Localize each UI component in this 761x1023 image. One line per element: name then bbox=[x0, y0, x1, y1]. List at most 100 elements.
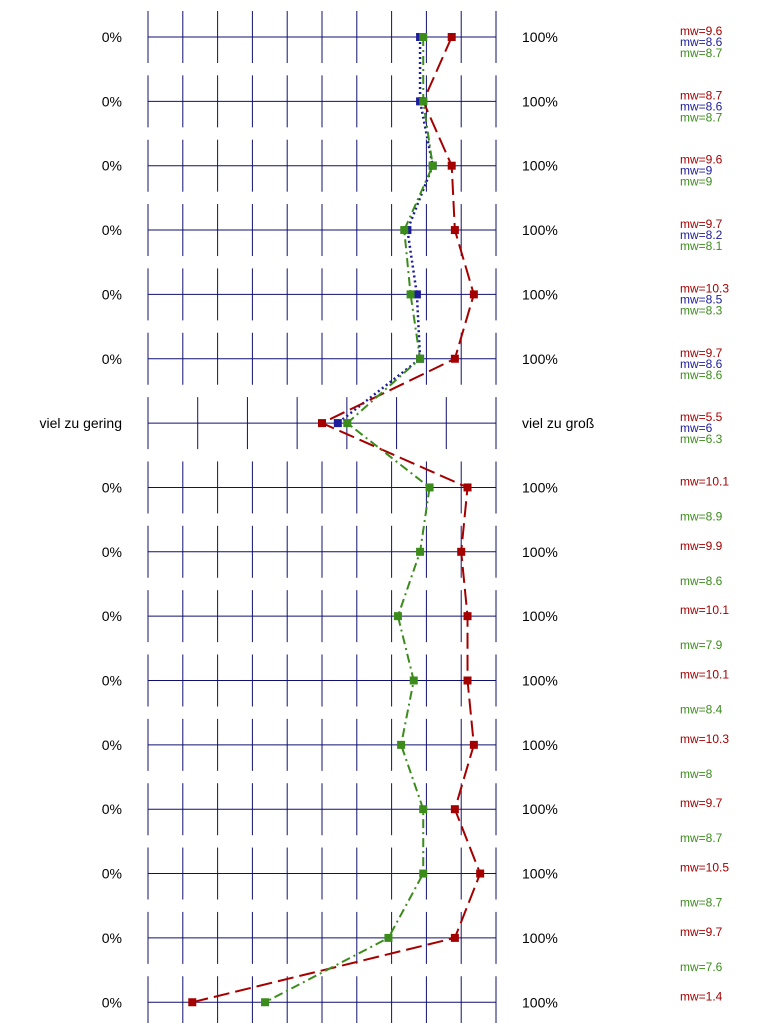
row-right-label: 100% bbox=[522, 158, 558, 174]
green-data-point bbox=[419, 869, 428, 878]
blue-mean-label: mw=8.6 bbox=[680, 99, 723, 113]
red-data-point bbox=[463, 676, 472, 685]
red-mean-label: mw=9.9 bbox=[680, 539, 723, 553]
row-left-label: 0% bbox=[102, 608, 122, 624]
red-data-point bbox=[447, 33, 456, 41]
row-left-label: 0% bbox=[102, 93, 122, 109]
green-mean-label: mw=7.9 bbox=[680, 638, 723, 652]
row-group bbox=[147, 525, 497, 578]
row-right-label: 100% bbox=[522, 866, 558, 882]
row-left-label: 0% bbox=[102, 737, 122, 753]
red-mean-label: mw=10.5 bbox=[680, 861, 729, 875]
green-mean-label: mw=8.6 bbox=[680, 368, 723, 382]
green-data-point bbox=[419, 33, 428, 41]
row-right-label: 100% bbox=[522, 930, 558, 946]
red-data-point bbox=[463, 612, 472, 621]
green-mean-label: mw=8 bbox=[680, 767, 713, 781]
red-data-point bbox=[447, 161, 456, 170]
row-right-label: 100% bbox=[522, 351, 558, 367]
row-right-label: 100% bbox=[522, 479, 558, 495]
grid-layer bbox=[147, 11, 497, 1023]
row-right-label: 100% bbox=[522, 286, 558, 302]
green-data-point bbox=[384, 933, 393, 942]
series-lines-layer bbox=[192, 36, 482, 1004]
red-mean-label: mw=10.3 bbox=[680, 281, 729, 295]
green-data-point bbox=[416, 354, 425, 363]
red-data-point bbox=[318, 419, 326, 428]
red-mean-label: mw=10.1 bbox=[680, 603, 729, 617]
row-left-label: 0% bbox=[102, 158, 122, 174]
row-right-label: viel zu groß bbox=[522, 415, 594, 431]
red-data-point bbox=[463, 483, 472, 492]
green-data-point bbox=[393, 612, 402, 621]
red-mean-label: mw=10.1 bbox=[680, 474, 729, 488]
row-group bbox=[147, 976, 497, 1023]
blue-mean-label: mw=8.5 bbox=[680, 292, 723, 306]
row-right-label: 100% bbox=[522, 608, 558, 624]
green-mean-label: mw=6.3 bbox=[680, 432, 723, 446]
red-data-point bbox=[457, 547, 466, 556]
row-left-label: viel zu gering bbox=[40, 415, 123, 431]
green-mean-label: mw=8.6 bbox=[680, 574, 723, 588]
green-data-point bbox=[400, 226, 409, 235]
green-data-point bbox=[406, 290, 415, 299]
red-mean-label: mw=10.1 bbox=[680, 668, 729, 682]
row-left-label: 0% bbox=[102, 351, 122, 367]
row-group bbox=[147, 847, 497, 900]
red-series-line bbox=[192, 36, 482, 1004]
row-right-label: 100% bbox=[522, 29, 558, 45]
green-data-point bbox=[419, 97, 428, 106]
row-right-label: 100% bbox=[522, 544, 558, 560]
green-mean-label: mw=9 bbox=[680, 175, 713, 189]
red-mean-label: mw=9.7 bbox=[680, 346, 723, 360]
row-left-label: 0% bbox=[102, 930, 122, 946]
row-group bbox=[147, 718, 497, 771]
blue-data-point bbox=[333, 419, 342, 428]
red-mean-label: mw=8.7 bbox=[680, 88, 723, 102]
red-data-point bbox=[188, 998, 197, 1007]
red-mean-label: mw=9.6 bbox=[680, 24, 723, 38]
row-group bbox=[147, 461, 497, 514]
green-data-point bbox=[397, 740, 406, 749]
row-right-label: 100% bbox=[522, 737, 558, 753]
row-left-label: 0% bbox=[102, 29, 122, 45]
green-data-point bbox=[416, 547, 425, 556]
row-right-label: 100% bbox=[522, 93, 558, 109]
row-right-label: 100% bbox=[522, 801, 558, 817]
green-series-line bbox=[264, 37, 434, 1004]
red-mean-label: mw=9.7 bbox=[680, 925, 723, 939]
row-left-label: 0% bbox=[102, 673, 122, 689]
row-left-label: 0% bbox=[102, 866, 122, 882]
green-data-point bbox=[409, 676, 418, 685]
green-data-point bbox=[261, 998, 270, 1007]
green-mean-label: mw=8.7 bbox=[680, 110, 723, 124]
row-group bbox=[147, 139, 497, 192]
red-data-point bbox=[450, 805, 459, 814]
blue-data-point bbox=[412, 290, 421, 299]
blue-mean-label: mw=8.6 bbox=[680, 35, 723, 49]
labels-layer: 0% 100% mw=9.6mw=8.6mw=8.70% 100% mw=8.7mw=8… bbox=[40, 24, 730, 1010]
green-mean-label: mw=8.7 bbox=[680, 896, 723, 910]
red-mean-label: mw=9.7 bbox=[680, 217, 723, 231]
row-left-label: 0% bbox=[102, 286, 122, 302]
row-group bbox=[147, 911, 497, 964]
red-mean-label: mw=9.7 bbox=[680, 796, 723, 810]
green-data-point bbox=[419, 805, 428, 814]
green-data-point bbox=[428, 161, 437, 170]
series-markers-layer bbox=[188, 33, 485, 1007]
row-group bbox=[147, 783, 497, 836]
green-mean-label: mw=8.3 bbox=[680, 303, 723, 317]
green-mean-label: mw=8.7 bbox=[680, 46, 723, 60]
red-data-point bbox=[469, 740, 478, 749]
row-left-label: 0% bbox=[102, 994, 122, 1010]
row-group bbox=[147, 590, 497, 643]
red-data-point bbox=[450, 226, 459, 235]
row-group bbox=[147, 332, 497, 385]
row-group bbox=[147, 268, 497, 321]
red-mean-label: mw=10.3 bbox=[680, 732, 729, 746]
blue-mean-label: mw=8.6 bbox=[680, 357, 723, 371]
green-mean-label: mw=8.4 bbox=[680, 703, 723, 717]
row-right-label: 100% bbox=[522, 994, 558, 1010]
row-left-label: 0% bbox=[102, 479, 122, 495]
